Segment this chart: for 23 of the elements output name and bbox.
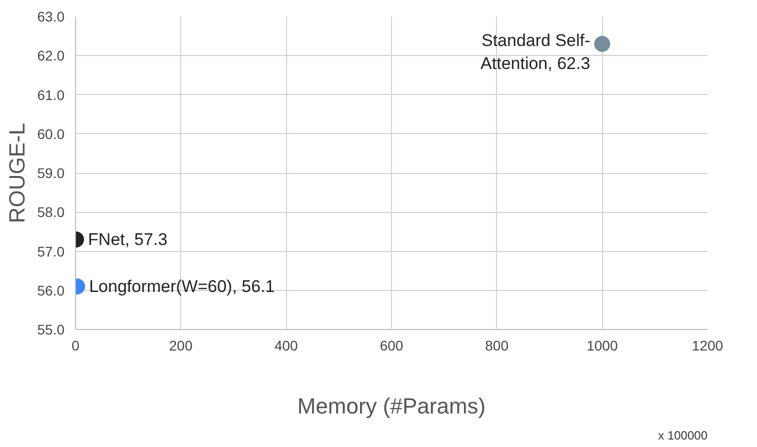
x-tick-label: 200 [169, 338, 193, 354]
y-tick-label: 56.0 [37, 282, 65, 298]
y-tick-label: 57.0 [37, 243, 65, 260]
y-axis-title: ROUGE-L [4, 122, 30, 224]
y-tick-label: 61.0 [37, 86, 65, 103]
y-tick-label: 62.0 [37, 48, 65, 64]
y-tick-label: 60.0 [37, 126, 65, 142]
x-tick-label: 1200 [692, 338, 724, 354]
data-label: Longformer(W=60), 56.1 [89, 276, 275, 296]
text: x 100000 [658, 428, 708, 442]
data-label: FNet, 57.3 [88, 230, 168, 250]
y-tick-label: 63.0 [37, 8, 65, 24]
x-tick-label: 600 [380, 338, 404, 354]
x-tick-label: 0 [72, 338, 80, 354]
x-axis-title: Memory (#Params) [297, 394, 486, 418]
data-label: Standard Self- Attention, 62.3 [480, 30, 590, 73]
y-tick-label: 58.0 [37, 204, 65, 220]
x-tick-label: 1000 [586, 338, 618, 354]
y-tick-label: 55.0 [37, 322, 65, 338]
point [594, 36, 610, 52]
x-tick-label: 800 [485, 338, 509, 354]
y-tick-label: 59.0 [37, 165, 65, 181]
x-tick-label: 400 [274, 338, 298, 354]
